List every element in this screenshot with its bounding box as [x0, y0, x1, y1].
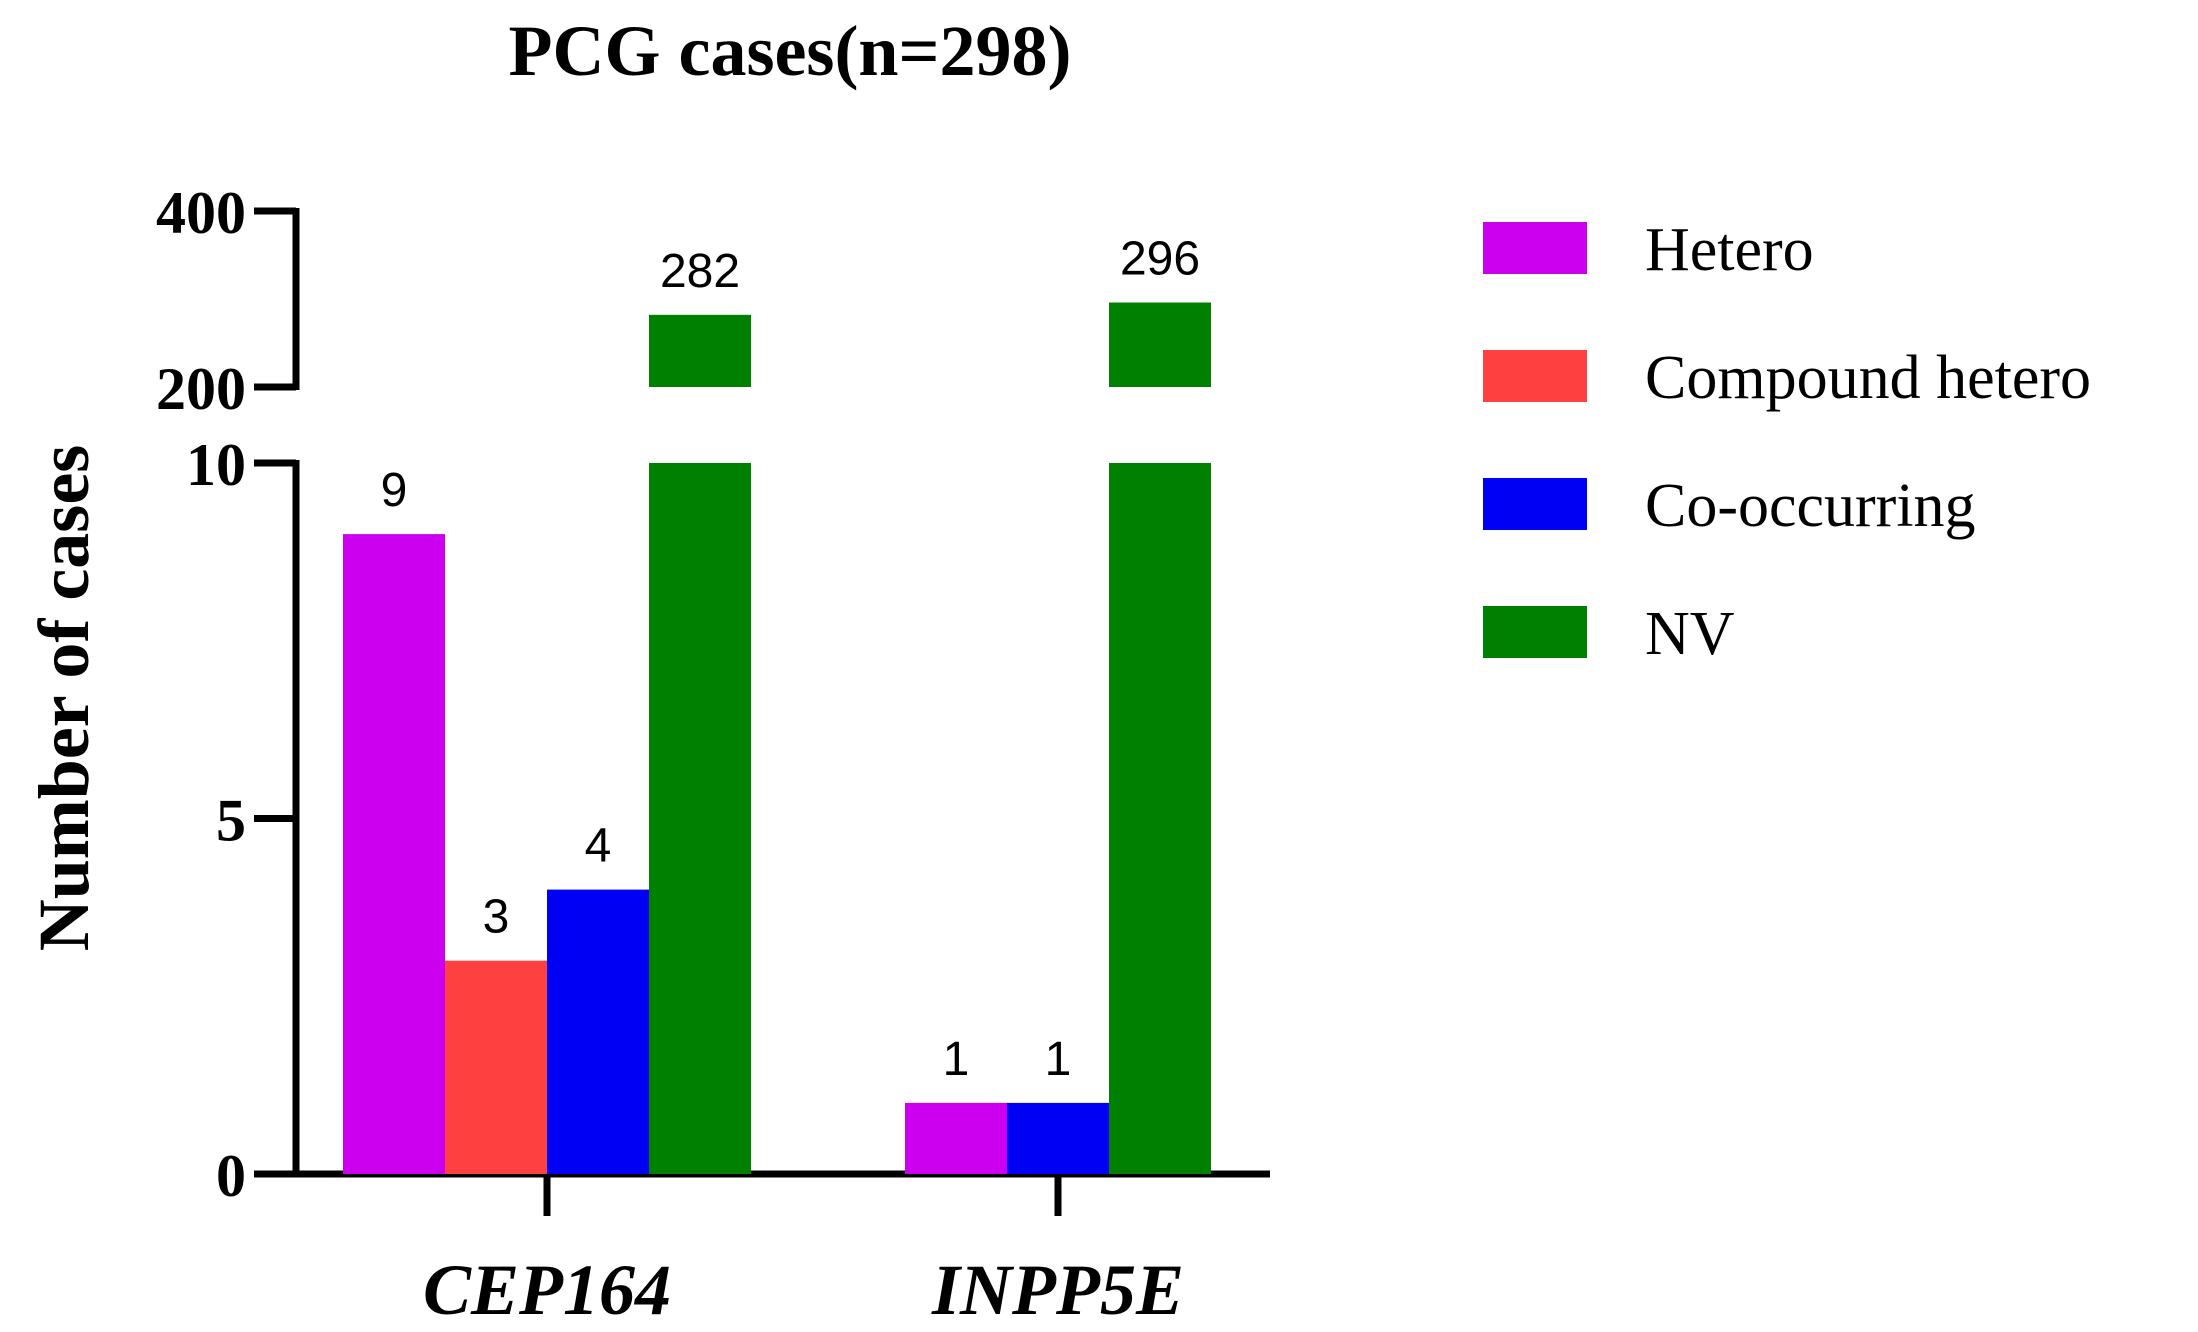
- legend-label-NV: NV: [1645, 600, 1735, 668]
- data-label-INPP5E-Co-occurring: 1: [1045, 1033, 1072, 1086]
- data-label-CEP164-Co-occurring: 4: [585, 820, 612, 873]
- data-label-CEP164-NV: 282: [660, 245, 740, 298]
- bar-INPP5E-NV-lower: [1109, 463, 1211, 1174]
- x-tick-label-INPP5E: INPP5E: [931, 1250, 1184, 1330]
- bar-CEP164-Hetero: [343, 534, 445, 1174]
- data-label-CEP164-Hetero: 9: [381, 464, 408, 517]
- bar-INPP5E-NV-upper: [1109, 302, 1211, 387]
- y-tick-200-label: 200: [156, 356, 246, 422]
- bar-CEP164-Compound hetero: [445, 960, 547, 1174]
- bars: 9 3 4 282 1 1 296: [343, 233, 1211, 1174]
- data-label-CEP164-Compound hetero: 3: [483, 891, 510, 944]
- y-tick-0-label: 0: [216, 1143, 246, 1209]
- legend-label-Co-occurring: Co-occurring: [1645, 472, 1976, 540]
- bar-INPP5E-Co-occurring: [1007, 1102, 1109, 1174]
- legend-swatch-Compound hetero: [1483, 350, 1587, 402]
- legend-swatch-NV: [1483, 606, 1587, 658]
- legend-swatch-Hetero: [1483, 222, 1587, 274]
- axes: 0 5 10 200 400 CEP164 INPP5E: [156, 180, 1270, 1330]
- y-tick-400-label: 400: [156, 180, 246, 246]
- x-tick-label-CEP164: CEP164: [423, 1250, 671, 1330]
- data-label-INPP5E-Hetero: 1: [943, 1033, 970, 1086]
- data-label-INPP5E-NV: 296: [1120, 233, 1200, 286]
- legend-label-Hetero: Hetero: [1645, 216, 1814, 284]
- bar-CEP164-Co-occurring: [547, 889, 649, 1174]
- bar-INPP5E-Hetero: [905, 1102, 1007, 1174]
- y-tick-5-label: 5: [216, 788, 246, 854]
- chart-title: PCG cases(n=298): [509, 11, 1072, 91]
- y-axis-label: Number of cases: [24, 445, 104, 952]
- legend-swatch-Co-occurring: [1483, 478, 1587, 530]
- bar-CEP164-NV-upper: [649, 314, 751, 387]
- legend: Hetero Compound hetero Co-occurring NV: [1483, 216, 2091, 668]
- y-tick-10-label: 10: [186, 432, 246, 498]
- legend-label-Compound hetero: Compound hetero: [1645, 344, 2091, 412]
- bar-CEP164-NV-lower: [649, 463, 751, 1174]
